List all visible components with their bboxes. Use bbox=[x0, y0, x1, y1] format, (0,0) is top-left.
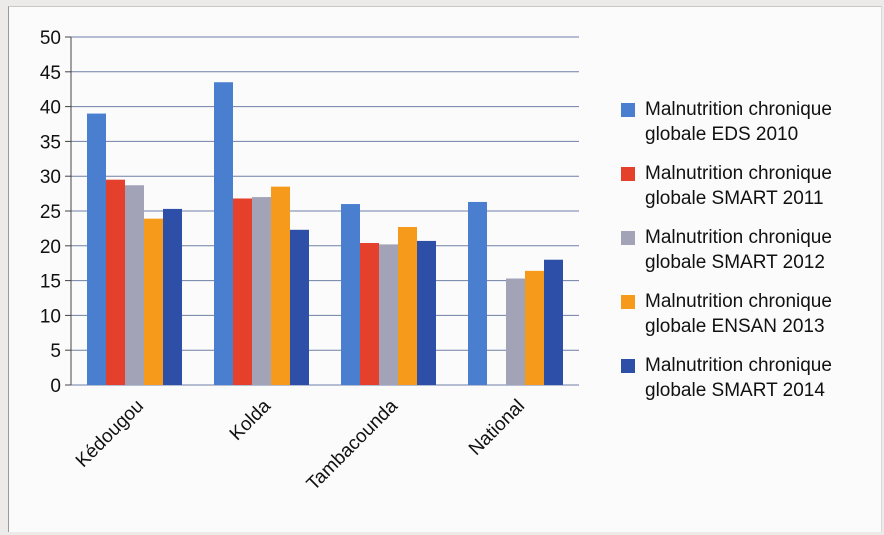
bar bbox=[360, 243, 379, 385]
legend-label: Malnutrition chronique globale EDS 2010 bbox=[645, 99, 832, 145]
x-axis-labels: Kédougou Kolda Tambacounda National bbox=[72, 395, 529, 495]
y-tick-label: 25 bbox=[40, 202, 61, 223]
legend-item: Malnutrition chronique globale SMART 201… bbox=[621, 225, 884, 275]
y-axis: 0 5 10 15 20 25 30 35 40 45 50 bbox=[40, 28, 72, 397]
bar bbox=[106, 179, 125, 385]
x-category-label: Tambacounda bbox=[303, 395, 403, 495]
bar bbox=[144, 218, 163, 385]
bar bbox=[214, 82, 233, 386]
bars bbox=[87, 82, 563, 386]
legend-label: Malnutrition chronique globale SMART 201… bbox=[645, 163, 832, 209]
bar bbox=[544, 259, 563, 385]
legend-label: Malnutrition chronique globale SMART 201… bbox=[645, 355, 832, 401]
bar bbox=[87, 113, 106, 385]
bar-chart: 0 5 10 15 20 25 30 35 40 45 50 Kédougou Kolda Tambac… bbox=[40, 28, 579, 495]
legend-swatch bbox=[621, 103, 635, 117]
legend-label: Malnutrition chronique globale ENSAN 201… bbox=[645, 291, 832, 337]
bar bbox=[525, 270, 544, 385]
legend-label: Malnutrition chronique globale SMART 201… bbox=[645, 227, 832, 273]
bar bbox=[379, 244, 398, 385]
y-tick-label: 40 bbox=[40, 98, 61, 119]
legend-item: Malnutrition chronique globale SMART 201… bbox=[621, 161, 884, 211]
y-tick-label: 5 bbox=[50, 341, 61, 362]
legend-item: Malnutrition chronique globale SMART 201… bbox=[621, 353, 884, 403]
bar bbox=[290, 229, 309, 385]
y-tick-label: 20 bbox=[40, 237, 61, 258]
x-category-label: National bbox=[465, 396, 529, 460]
y-tick-label: 0 bbox=[50, 376, 61, 397]
y-tick-label: 45 bbox=[40, 63, 61, 84]
bar bbox=[163, 208, 182, 385]
x-category-label: Kolda bbox=[226, 395, 276, 445]
x-category-label: Kédougou bbox=[72, 396, 148, 472]
bar bbox=[252, 197, 271, 385]
legend-swatch bbox=[621, 167, 635, 181]
y-tick-label: 10 bbox=[40, 306, 61, 327]
bar bbox=[506, 278, 525, 385]
legend-item: Malnutrition chronique globale ENSAN 201… bbox=[621, 289, 884, 339]
legend: Malnutrition chronique globale EDS 2010 … bbox=[621, 97, 884, 417]
bar bbox=[125, 185, 144, 385]
chart-frame: 0 5 10 15 20 25 30 35 40 45 50 Kédougou Kolda Tambac… bbox=[8, 6, 882, 532]
y-tick-label: 35 bbox=[40, 132, 61, 153]
y-tick-label: 50 bbox=[40, 28, 61, 49]
bar bbox=[468, 201, 487, 385]
bar bbox=[417, 240, 436, 385]
legend-swatch bbox=[621, 359, 635, 373]
bar bbox=[398, 227, 417, 385]
bar bbox=[233, 198, 252, 385]
legend-swatch bbox=[621, 231, 635, 245]
legend-swatch bbox=[621, 295, 635, 309]
y-tick-label: 30 bbox=[40, 167, 61, 188]
legend-item: Malnutrition chronique globale EDS 2010 bbox=[621, 97, 884, 147]
y-tick-label: 15 bbox=[40, 272, 61, 293]
bar bbox=[341, 204, 360, 385]
bar bbox=[271, 186, 290, 385]
